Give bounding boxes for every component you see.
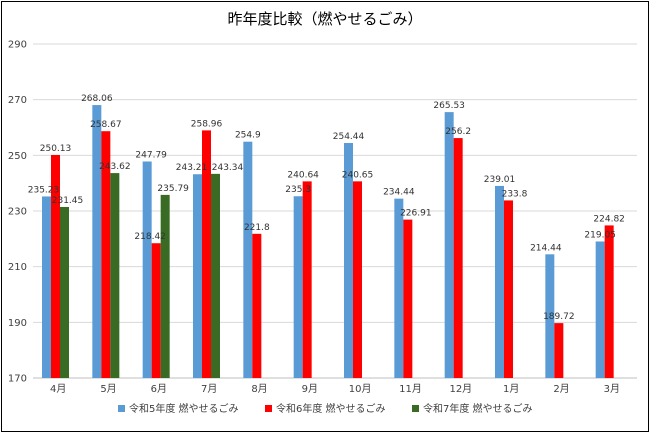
bar-3 — [160, 194, 170, 378]
data-label: 233.8 — [502, 189, 528, 199]
data-label: 265.53 — [433, 101, 465, 111]
y-tick-label: 250 — [8, 151, 27, 162]
data-label: 231.45 — [52, 196, 84, 206]
data-label: 235.3 — [285, 185, 311, 195]
bar-1 — [293, 196, 303, 378]
x-category-label: 5月 — [100, 383, 116, 395]
legend-swatch — [265, 405, 272, 412]
data-label: 240.64 — [287, 170, 319, 180]
bar-2 — [554, 323, 564, 378]
bar-1 — [193, 174, 202, 378]
data-label: 258.67 — [90, 120, 122, 130]
x-category-label: 6月 — [151, 383, 167, 395]
x-category-label: 9月 — [302, 383, 318, 395]
data-label: 219.05 — [584, 230, 616, 240]
data-label: 218.42 — [134, 232, 166, 242]
data-label: 256.2 — [445, 127, 471, 137]
data-label: 254.44 — [333, 132, 365, 142]
legend-label: 令和6年度 燃やせるごみ — [276, 402, 386, 415]
data-label: 239.01 — [484, 175, 516, 185]
x-category-label: 3月 — [604, 383, 620, 395]
y-tick-label: 270 — [8, 95, 27, 106]
data-label: 243.62 — [99, 162, 131, 172]
bar-2 — [252, 233, 262, 378]
bar-2 — [353, 181, 362, 378]
y-tick-label: 290 — [8, 40, 27, 51]
data-label: 214.44 — [530, 243, 562, 253]
gridlines — [33, 43, 637, 379]
y-tick-label: 210 — [8, 262, 27, 273]
bar-1 — [92, 105, 102, 378]
x-category-label: 10月 — [349, 383, 372, 395]
x-category-label: 12月 — [449, 383, 472, 395]
data-label: 247.79 — [135, 150, 167, 160]
bar-1 — [444, 112, 454, 379]
bar-2 — [202, 130, 211, 378]
bar-3 — [60, 206, 69, 378]
x-category-label: 11月 — [399, 383, 422, 395]
data-labels: 235.23 250.13 231.45 268.06 258.67 243.62 247.… — [28, 94, 625, 322]
x-category-label: 4月 — [50, 383, 66, 395]
bar-2 — [302, 181, 312, 378]
data-label: 254.9 — [235, 131, 261, 141]
bar-1 — [142, 161, 152, 378]
y-axis-ticks: 170 190 210 230 250 270 290 — [8, 40, 27, 385]
legend-swatch — [118, 405, 125, 412]
data-label: 240.65 — [342, 170, 374, 180]
bar-1 — [394, 198, 404, 378]
x-category-label: 2月 — [553, 383, 569, 395]
data-label: 221.8 — [244, 223, 270, 233]
x-axis-categories: 4月 5月 6月 7月 8月 9月 10月 11月 12月 1月 2月 3月 — [50, 383, 620, 395]
data-label: 258.96 — [191, 119, 223, 129]
x-category-label: 7月 — [201, 383, 217, 395]
bar-1 — [42, 196, 51, 378]
bars — [42, 105, 614, 379]
data-label: 235.79 — [157, 184, 189, 194]
bar-1 — [344, 142, 353, 378]
data-label: 268.06 — [81, 94, 113, 104]
bar-2 — [51, 154, 60, 378]
bar-2 — [101, 131, 111, 378]
data-label: 234.44 — [383, 188, 415, 198]
bar-2 — [151, 243, 161, 378]
data-label: 235.23 — [28, 185, 60, 195]
bar-1 — [595, 241, 605, 378]
y-tick-label: 230 — [8, 207, 27, 218]
bar-2 — [403, 219, 413, 378]
legend-label: 令和7年度 燃やせるごみ — [423, 402, 533, 415]
data-label: 250.13 — [40, 144, 72, 154]
data-label: 243.21 — [176, 163, 208, 173]
y-tick-label: 170 — [8, 374, 27, 385]
bar-3 — [211, 173, 220, 378]
bar-2 — [453, 138, 463, 378]
legend: 令和5年度 燃やせるごみ 令和6年度 燃やせるごみ 令和7年度 燃やせるごみ — [118, 402, 533, 415]
chart-title: 昨年度比較（燃やせるごみ） — [227, 10, 422, 28]
bar-2 — [504, 200, 513, 378]
bar-1 — [545, 254, 555, 378]
x-category-label: 1月 — [503, 383, 519, 395]
data-label: 243.34 — [212, 163, 244, 173]
x-category-label: 8月 — [251, 383, 267, 395]
data-label: 226.91 — [400, 209, 432, 219]
bar-1 — [495, 185, 504, 378]
bar-2 — [604, 225, 614, 378]
legend-swatch — [412, 405, 419, 412]
legend-label: 令和5年度 燃やせるごみ — [129, 402, 239, 415]
data-label: 189.72 — [543, 312, 575, 322]
y-tick-label: 190 — [8, 318, 27, 329]
data-label: 224.82 — [593, 214, 625, 224]
bar-1 — [243, 141, 253, 378]
bar-3 — [110, 173, 120, 378]
